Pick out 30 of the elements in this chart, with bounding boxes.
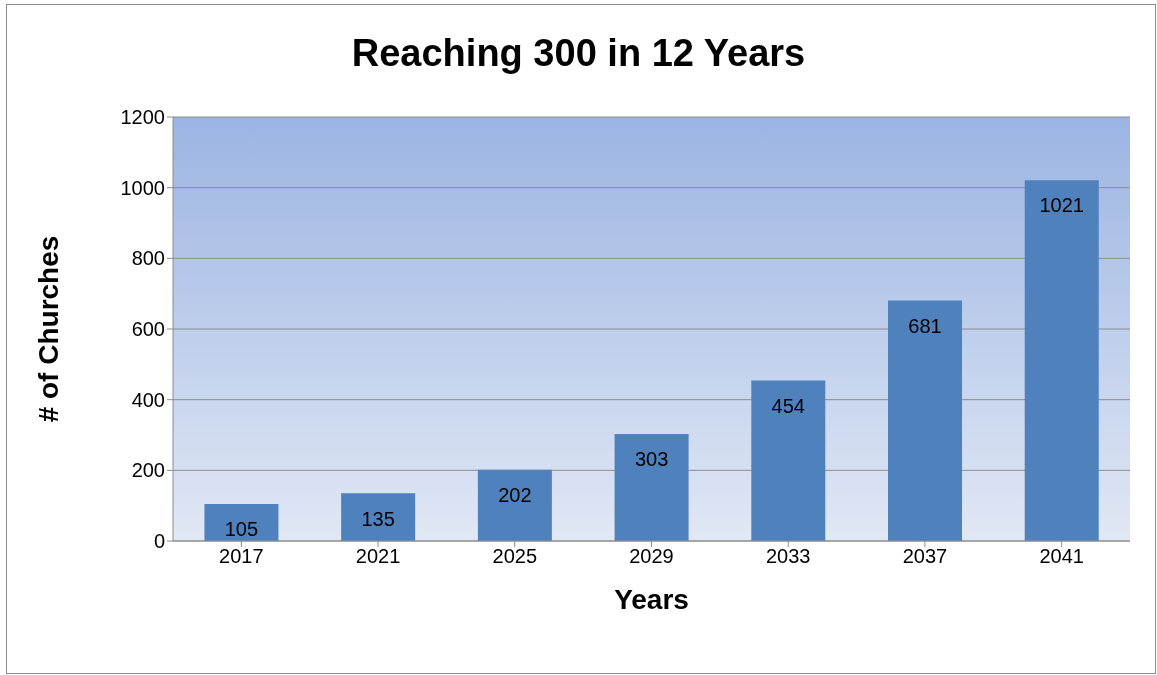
x-tick-label: 2041 (1039, 545, 1084, 568)
bar (477, 469, 552, 541)
data-label: 681 (908, 314, 942, 337)
x-tick-label: 2037 (902, 545, 948, 568)
chart-title: Reaching 300 in 12 Years (350, 32, 807, 75)
data-label: 202 (498, 483, 532, 506)
y-axis-title: # of Churches (32, 235, 64, 423)
x-tick-label: 2017 (219, 545, 264, 568)
y-tick-label: 400 (131, 388, 165, 411)
x-tick-label: 2025 (492, 545, 538, 568)
data-label: 105 (224, 518, 259, 541)
x-tick-label: 2021 (355, 545, 401, 568)
data-label: 1021 (1039, 194, 1084, 217)
bar (751, 380, 826, 541)
bar (888, 300, 963, 541)
x-axis-title: Years (614, 584, 689, 615)
y-tick-label: 0 (153, 530, 165, 553)
y-tick-label: 1200 (120, 106, 165, 129)
y-tick-label: 800 (131, 247, 165, 270)
x-tick-label: 2029 (629, 545, 674, 568)
bar (614, 433, 689, 541)
bar (1024, 180, 1099, 541)
data-label: 303 (634, 448, 669, 471)
data-label: 135 (361, 507, 395, 530)
data-label: 454 (771, 394, 805, 417)
y-tick-label: 200 (131, 459, 165, 482)
bar (341, 493, 416, 541)
y-tick-label: 1000 (120, 176, 165, 199)
y-tick-label: 600 (131, 318, 165, 341)
x-tick-label: 2033 (765, 545, 811, 568)
